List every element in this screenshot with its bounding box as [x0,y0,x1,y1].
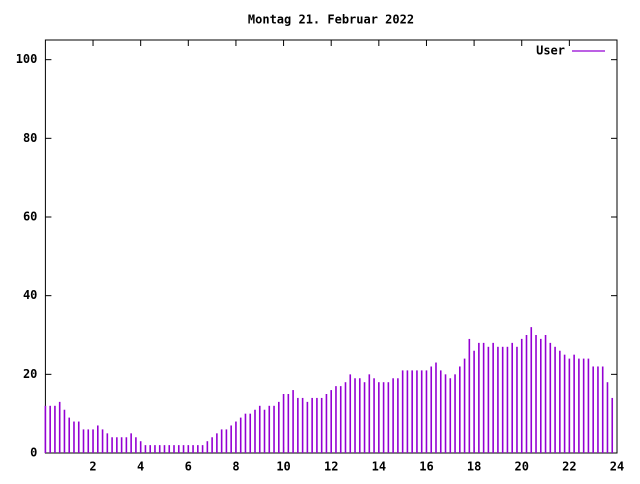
chart-title: Montag 21. Februar 2022 [248,13,414,27]
y-tick-label: 80 [23,131,37,145]
x-tick-label: 12 [324,460,338,474]
x-tick-label: 10 [276,460,290,474]
x-tick-label: 6 [185,460,192,474]
x-tick-label: 4 [137,460,144,474]
y-tick-label: 60 [23,210,37,224]
x-tick-label: 2 [89,460,96,474]
x-tick-label: 24 [610,460,624,474]
x-tick-label: 18 [467,460,481,474]
y-tick-label: 20 [23,367,37,381]
x-tick-label: 8 [232,460,239,474]
x-tick-label: 16 [419,460,433,474]
y-tick-label: 100 [16,52,38,66]
x-tick-label: 22 [562,460,576,474]
legend-label: User [536,44,565,58]
y-tick-label: 0 [30,446,37,460]
x-tick-label: 14 [372,460,386,474]
x-tick-label: 20 [515,460,529,474]
y-tick-label: 40 [23,288,37,302]
